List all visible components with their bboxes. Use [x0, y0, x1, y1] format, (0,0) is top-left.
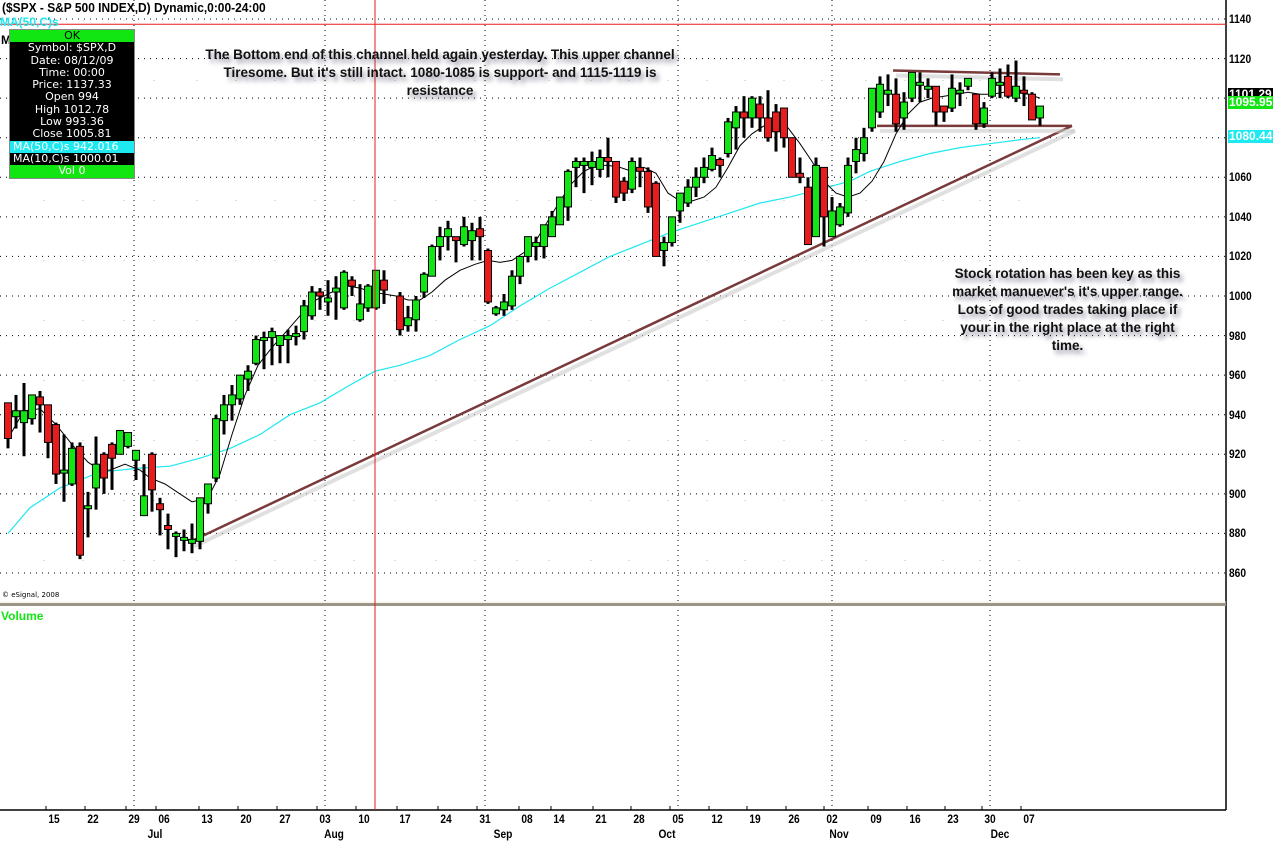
date-tick-label: 16	[909, 812, 921, 826]
cursor-window[interactable]: OK Symbol: $SPX,D Date: 08/12/09 Time: 0…	[9, 29, 135, 179]
annotation-line: market manuever's it's upper range.	[952, 284, 1183, 299]
annotation-channel: The Bottom end of this channel held agai…	[170, 46, 710, 100]
month-label: Oct	[658, 827, 676, 841]
chart-title: ($SPX - S&P 500 INDEX,D) Dynamic,0:00-24…	[2, 0, 266, 15]
annotation-line: Lots of good trades taking place if	[957, 302, 1178, 317]
date-tick-label: 27	[279, 812, 291, 826]
date-tick-label: 20	[240, 812, 252, 826]
price-tag-ma50: 1080.44	[1228, 129, 1274, 143]
annotation-line: Stock rotation has been key as this	[954, 266, 1181, 281]
annotation-line: Tiresome. But it's still intact. 1080-10…	[223, 65, 657, 80]
cursor-vol: Vol 0	[10, 164, 134, 178]
price-tick-label: 940	[1229, 407, 1247, 422]
candles	[4, 60, 1044, 560]
price-tick-label: 1060	[1229, 170, 1252, 185]
cursor-ma50: MA(50,C)s 942.016	[10, 140, 134, 153]
price-tag-last: 1095.95	[1228, 95, 1274, 109]
price-tick-label: 920	[1229, 447, 1247, 462]
date-tick-label: 29	[128, 812, 140, 826]
cursor-open: Open 994	[45, 90, 99, 104]
month-label: Nov	[829, 827, 849, 841]
price-tick-label: 900	[1229, 486, 1247, 501]
cursor-close: Close 1005.81	[32, 127, 112, 141]
annotation-line: resistance	[406, 83, 474, 98]
ok-button[interactable]: OK	[10, 29, 134, 43]
crosshair-cursor	[0, 0, 1226, 810]
price-tick-label: 1020	[1229, 249, 1252, 264]
cursor-time: Time: 00:00	[39, 65, 105, 79]
month-label: Jul	[147, 827, 163, 841]
date-tick-label: 14	[553, 812, 565, 826]
price-tick-label: 860	[1229, 566, 1247, 580]
gridlines	[0, 0, 1226, 810]
price-tick-label: 980	[1229, 328, 1247, 343]
date-tick-label: 23	[947, 812, 959, 826]
date-tick-label: 28	[633, 812, 645, 826]
ma50-legend: MA(50,C)s	[0, 15, 59, 29]
ma50-line	[7, 137, 1041, 534]
price-tick-label: 1000	[1229, 289, 1252, 303]
annotation-rotation: Stock rotation has been key as this mark…	[925, 265, 1210, 355]
cursor-high: High 1012.78	[34, 102, 110, 116]
date-tick-label: 15	[48, 812, 60, 826]
price-tick-label: 880	[1229, 526, 1247, 541]
cursor-low: Low 993.36	[40, 115, 104, 129]
price-tick-label: 1140	[1229, 12, 1252, 26]
volume-pane-label: Volume	[1, 609, 44, 623]
date-tick-label: 21	[595, 812, 607, 826]
cursor-date: Date: 08/12/09	[30, 53, 114, 67]
chart-frame	[0, 0, 1227, 811]
date-tick-label: 02	[826, 812, 838, 826]
date-tick-label: 17	[399, 812, 411, 826]
date-tick-label: 24	[440, 812, 452, 826]
month-label: Aug	[324, 827, 344, 841]
price-tick-label: 1040	[1229, 209, 1252, 224]
price-tick-label: 1120	[1229, 51, 1252, 66]
date-tick-label: 31	[479, 812, 491, 826]
date-tick-label: 30	[984, 812, 996, 826]
date-tick-label: 08	[521, 812, 533, 826]
date-tick-label: 12	[711, 812, 723, 826]
annotation-line: time.	[1051, 338, 1084, 353]
month-label: Sep	[493, 827, 513, 841]
ma10-legend: M	[1, 33, 11, 47]
copyright: © eSignal, 2008	[2, 591, 60, 599]
annotation-line: your in the right place at the right	[960, 320, 1175, 335]
annotation-line: The Bottom end of this channel held agai…	[205, 47, 675, 62]
date-tick-label: 13	[201, 812, 213, 826]
date-tick-label: 03	[319, 812, 331, 826]
date-tick-label: 07	[1023, 812, 1035, 826]
cursor-symbol: Symbol: $SPX,D	[27, 41, 117, 55]
price-tick-label: 960	[1229, 368, 1247, 383]
cursor-ma10: MA(10,C)s 1000.01	[10, 152, 134, 166]
date-tick-label: 22	[87, 812, 99, 826]
ma10-line	[7, 91, 1041, 503]
date-tick-label: 06	[158, 812, 170, 826]
date-tick-label: 10	[358, 812, 370, 826]
date-tick-label: 19	[749, 812, 761, 826]
date-tick-label: 26	[788, 812, 800, 826]
cursor-price: Price: 1137.33	[32, 78, 112, 92]
month-label: Dec	[990, 827, 1010, 841]
date-tick-label: 09	[870, 812, 882, 826]
date-tick-label: 05	[672, 812, 684, 826]
